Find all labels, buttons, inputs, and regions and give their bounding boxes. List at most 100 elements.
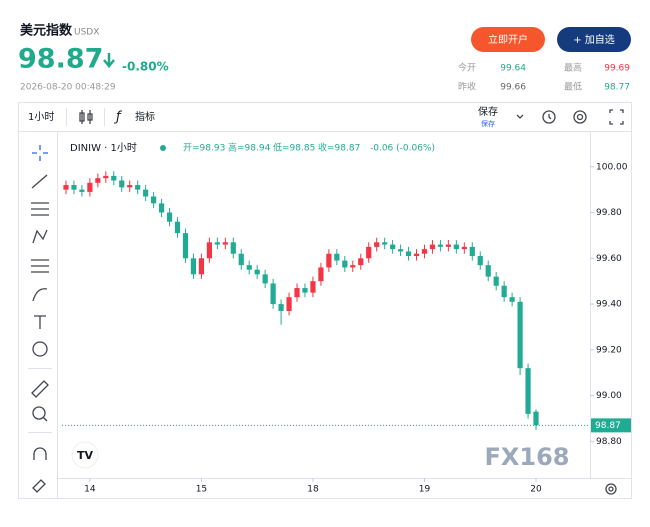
open-account-button[interactable] <box>471 27 545 52</box>
save-button[interactable]: 保存 <box>478 105 498 118</box>
lock-tool[interactable] <box>32 479 46 493</box>
add-watch-button[interactable] <box>557 27 631 52</box>
candle-body <box>517 301 523 369</box>
down-arrow <box>103 53 115 68</box>
candle-body <box>485 265 491 277</box>
fullscreen-button[interactable] <box>609 109 624 125</box>
legend-symbol: DINIW · 1小时 <box>70 142 137 154</box>
candle-body <box>222 242 228 245</box>
prediction-tool[interactable] <box>31 259 49 273</box>
candle-body <box>158 203 165 213</box>
stat-label: 昨收 <box>458 81 476 93</box>
candle-body <box>174 221 181 234</box>
candle-body <box>366 246 372 259</box>
tv-logo <box>71 441 99 469</box>
stat-value: 99.69 <box>604 64 630 74</box>
candle-body <box>71 185 77 190</box>
axis-settings[interactable] <box>605 483 617 495</box>
candle-body <box>214 242 220 245</box>
indicators-button[interactable]: 指标 <box>135 110 155 123</box>
stat-value: 98.77 <box>604 83 630 93</box>
y-tick-label: 99.00 <box>596 391 622 401</box>
y-tick-label: 99.20 <box>596 345 622 355</box>
settings-button[interactable] <box>573 110 587 124</box>
candle-body <box>390 244 396 250</box>
crosshair-tool[interactable] <box>32 145 48 161</box>
candle-body <box>190 258 197 275</box>
candle-body <box>262 274 268 284</box>
instrument-code: USDX <box>74 28 99 38</box>
candle-body <box>421 249 428 254</box>
tv-logo-text: TV <box>77 449 94 462</box>
stat-label: 最高 <box>564 62 582 74</box>
candle-body <box>477 256 483 266</box>
candle-body <box>382 242 388 245</box>
candle-body <box>374 242 380 247</box>
candle-body <box>525 368 531 414</box>
fib-tool[interactable] <box>31 202 49 216</box>
emoji-tool[interactable] <box>32 341 48 357</box>
change: -0.80% <box>122 60 169 74</box>
stat-value: 99.66 <box>500 83 526 93</box>
trendline-tool[interactable] <box>31 174 48 189</box>
candle-body <box>63 185 69 190</box>
candle-body <box>350 265 356 268</box>
text-tool[interactable] <box>34 315 46 329</box>
candle-body <box>358 258 364 266</box>
candle-body <box>135 185 141 190</box>
save-status: 保存 <box>481 119 495 128</box>
candle-body <box>119 180 125 188</box>
candle-body <box>437 244 444 247</box>
candle-body <box>310 281 316 293</box>
instrument-name: 美元指数 <box>20 23 73 39</box>
candle-body <box>111 175 117 181</box>
candle-body <box>326 253 332 268</box>
drawing-tools <box>31 145 49 493</box>
save-menu[interactable] <box>516 114 524 119</box>
candle-body <box>445 244 451 247</box>
candle-body <box>103 175 109 179</box>
last-price-box <box>591 418 631 433</box>
candle-body <box>461 246 467 250</box>
candle-body <box>278 304 284 311</box>
candle-body <box>413 253 420 257</box>
candle-body <box>127 185 133 188</box>
legend-change: -0.06 (-0.06%) <box>370 144 435 154</box>
add-watch-label[interactable]: + 加自选 <box>573 33 615 46</box>
candle-body <box>151 196 157 204</box>
candle-body <box>429 244 436 250</box>
chart-type-button[interactable] <box>79 110 93 124</box>
price: 98.87 <box>18 44 103 75</box>
candle-body <box>246 265 252 270</box>
candle-body <box>294 288 300 298</box>
pattern-tool[interactable] <box>32 229 48 244</box>
candle-body <box>397 249 404 252</box>
candle-body <box>302 288 308 293</box>
stat-value: 99.64 <box>500 64 526 74</box>
y-tick-label: 100.00 <box>596 162 628 172</box>
magnet-tool[interactable] <box>33 447 47 460</box>
x-tick-label: 14 <box>84 485 96 495</box>
legend-close: 收=98.87 <box>318 142 360 154</box>
candle-body <box>143 189 149 197</box>
alert-button[interactable] <box>542 110 556 124</box>
x-tick-label: 18 <box>307 485 319 495</box>
brush-tool[interactable] <box>32 288 48 302</box>
candle-body <box>230 242 236 254</box>
open-account-label[interactable]: 立即开户 <box>488 33 528 46</box>
x-tick-label: 20 <box>530 485 542 495</box>
zoom-tool[interactable] <box>32 406 46 420</box>
candle-body <box>493 276 499 286</box>
y-tick-label: 99.60 <box>596 254 622 264</box>
timestamp: 2026-08-20 00:48:29 <box>20 83 116 93</box>
interval-button[interactable]: 1小时 <box>28 111 54 123</box>
ruler-tool[interactable] <box>31 380 49 398</box>
candle-body <box>501 285 507 298</box>
candle-body <box>198 258 205 275</box>
watermark: FX168 <box>485 443 570 471</box>
candle-body <box>87 182 93 192</box>
stat-label: 最低 <box>564 81 582 93</box>
candle-body <box>334 253 340 261</box>
